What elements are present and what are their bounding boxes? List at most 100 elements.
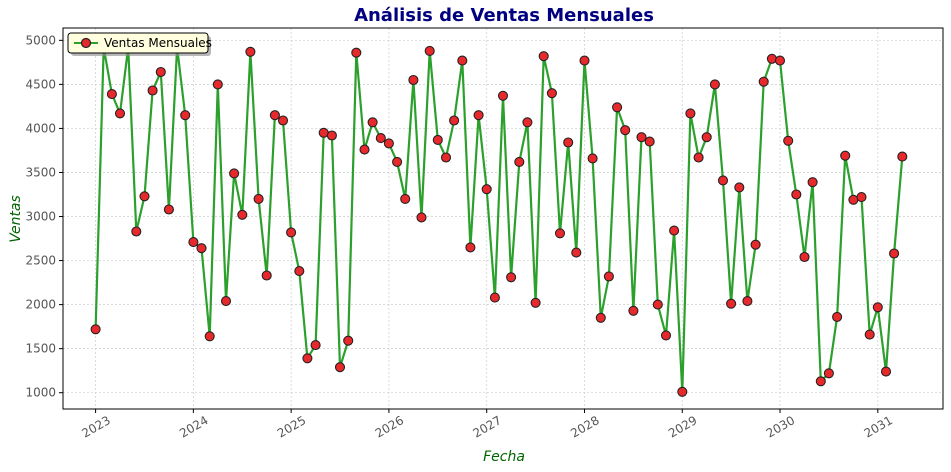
data-point[interactable] [546, 88, 557, 99]
data-point[interactable] [440, 152, 452, 163]
y-tick-label: 1000 [25, 386, 56, 400]
data-point[interactable] [620, 125, 631, 136]
data-point[interactable] [131, 226, 142, 237]
data-point[interactable] [522, 117, 533, 128]
data-point[interactable] [326, 130, 337, 141]
data-point[interactable] [791, 189, 802, 200]
data-point[interactable] [538, 51, 549, 62]
data-point[interactable] [106, 89, 117, 100]
data-point[interactable] [717, 175, 729, 186]
data-point[interactable] [237, 209, 248, 220]
data-point[interactable] [514, 156, 525, 167]
data-point[interactable] [750, 239, 761, 250]
data-point[interactable] [261, 270, 272, 281]
data-point[interactable] [416, 212, 427, 223]
data-point[interactable] [734, 182, 745, 193]
data-point[interactable] [473, 110, 484, 121]
data-point[interactable] [220, 296, 232, 307]
data-point[interactable] [612, 102, 623, 113]
data-point[interactable] [204, 331, 215, 342]
data-point[interactable] [595, 312, 606, 323]
data-point[interactable] [465, 242, 476, 253]
data-point[interactable] [603, 271, 614, 282]
data-point[interactable] [212, 79, 223, 90]
data-point[interactable] [139, 191, 150, 202]
data-point[interactable] [449, 115, 460, 126]
data-point[interactable] [286, 227, 297, 238]
data-point[interactable] [872, 302, 883, 313]
data-point[interactable] [815, 376, 826, 387]
data-point[interactable] [367, 117, 378, 128]
data-point[interactable] [530, 297, 541, 308]
data-point[interactable] [334, 362, 346, 373]
data-point[interactable] [392, 156, 403, 167]
data-point[interactable] [669, 225, 680, 236]
data-point[interactable] [90, 324, 101, 335]
data-point[interactable] [302, 353, 313, 364]
data-point[interactable] [701, 132, 712, 143]
data-point[interactable] [457, 55, 468, 66]
data-point[interactable] [660, 330, 672, 341]
data-point[interactable] [383, 138, 394, 149]
data-point[interactable] [196, 243, 207, 254]
data-point[interactable] [375, 133, 386, 144]
data-point[interactable] [351, 47, 362, 58]
data-point[interactable] [432, 134, 443, 145]
data-point[interactable] [758, 76, 769, 87]
data-point[interactable] [807, 177, 818, 188]
data-point[interactable] [229, 168, 240, 179]
data-point[interactable] [481, 184, 492, 195]
legend[interactable]: Ventas Mensuales [67, 32, 212, 56]
data-point[interactable] [359, 144, 370, 155]
data-point[interactable] [563, 137, 574, 148]
data-point[interactable] [864, 329, 875, 340]
data-point[interactable] [644, 136, 655, 147]
data-point[interactable] [742, 296, 753, 307]
data-point[interactable] [497, 90, 509, 101]
data-point[interactable] [147, 85, 158, 96]
data-point[interactable] [840, 150, 851, 161]
data-point[interactable] [783, 135, 794, 146]
data-point[interactable] [554, 228, 566, 239]
data-point[interactable] [343, 335, 354, 346]
data-point[interactable] [277, 115, 289, 126]
data-point[interactable] [636, 132, 647, 143]
data-point[interactable] [880, 366, 892, 377]
data-point[interactable] [318, 127, 329, 138]
data-point[interactable] [889, 248, 900, 259]
data-point[interactable] [693, 152, 704, 163]
data-point[interactable] [685, 108, 696, 119]
data-point[interactable] [400, 193, 411, 204]
data-point[interactable] [823, 368, 834, 379]
data-point[interactable] [799, 251, 810, 263]
data-point[interactable] [163, 204, 174, 215]
data-point[interactable] [310, 340, 321, 351]
data-point[interactable] [571, 247, 582, 258]
data-point[interactable] [579, 55, 590, 66]
data-point[interactable] [774, 55, 786, 66]
x-axis: 2023 2024 2025 2026 2027 2028 2029 2030 2031 [79, 409, 895, 441]
series-layer [90, 42, 908, 397]
data-point[interactable] [587, 153, 598, 164]
data-point[interactable] [832, 311, 843, 322]
data-point[interactable] [506, 272, 517, 283]
data-point[interactable] [726, 298, 737, 309]
data-point[interactable] [245, 46, 256, 57]
data-point[interactable] [294, 266, 305, 277]
data-point[interactable] [652, 299, 663, 310]
data-point[interactable] [269, 110, 280, 121]
data-point[interactable] [709, 79, 720, 90]
data-point[interactable] [253, 193, 264, 204]
data-point[interactable] [155, 66, 166, 78]
data-point[interactable] [489, 292, 500, 303]
data-point[interactable] [180, 110, 191, 121]
data-point[interactable] [677, 386, 688, 397]
data-point[interactable] [408, 74, 419, 86]
data-point[interactable] [897, 151, 908, 162]
data-point[interactable] [856, 192, 867, 203]
data-point[interactable] [424, 45, 435, 56]
data-point[interactable] [188, 237, 199, 248]
data-point[interactable] [766, 53, 777, 64]
data-point[interactable] [628, 305, 639, 316]
data-point[interactable] [114, 108, 126, 119]
